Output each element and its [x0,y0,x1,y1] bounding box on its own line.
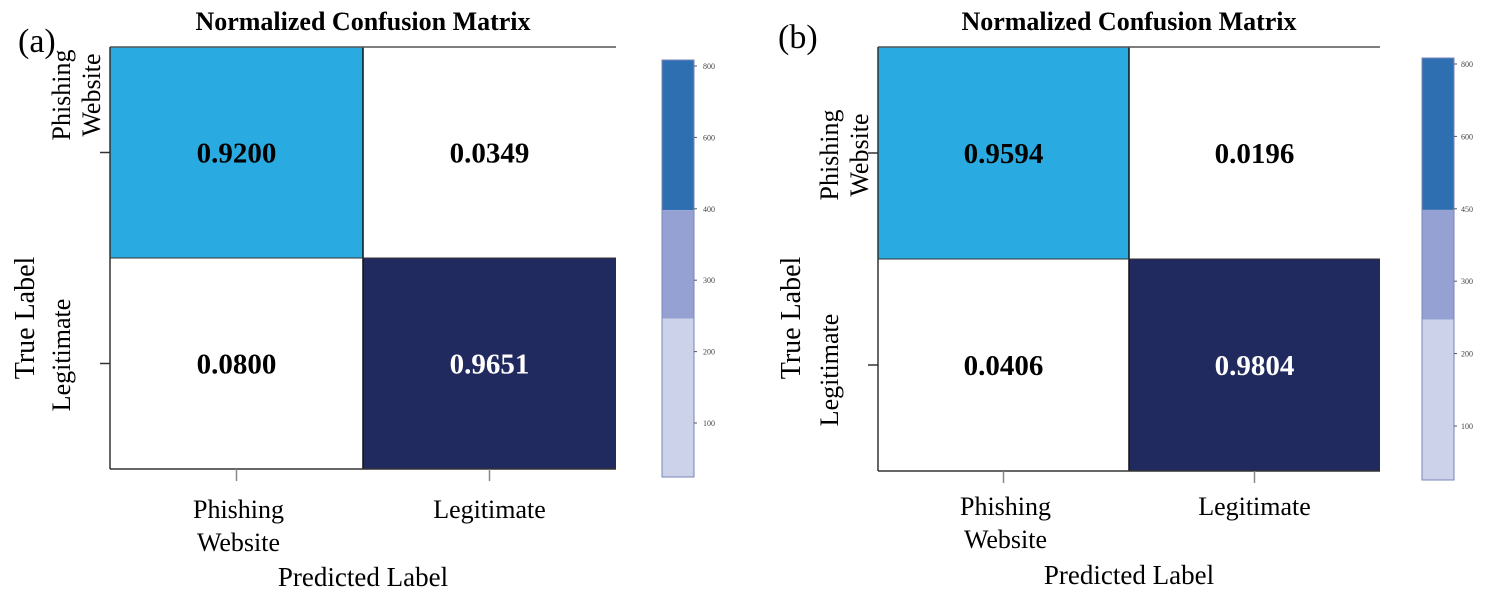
y-tick-label: PhishingWebsite [47,49,106,140]
colorbar-tick-label: 200 [1461,350,1473,359]
chart-title: Normalized Confusion Matrix [961,7,1296,36]
x-tick-label: Phishing Website [960,492,1051,554]
cell-value-label: 0.0800 [197,349,277,381]
matrix-cell-r1-c1 [1129,259,1380,471]
x-axis-label: Predicted Label [1044,560,1214,590]
colorbar-tick-label: 800 [703,62,715,71]
y-tick-label-line: Legitimate [815,314,844,427]
y-tick-label: Legitimate [47,299,76,412]
y-tick-label-line: Phishing [815,109,844,200]
colorbar-tick-label: 400 [703,205,715,214]
matrix-cell-r0-c1 [363,47,616,258]
x-tick-label-line: Phishing [960,492,1051,521]
y-axis-label: True Label [10,256,41,379]
y-tick-label: PhishingWebsite [815,109,874,200]
cell-value-label: 0.0196 [1215,138,1295,170]
matrix-cell-r0-c0 [878,47,1129,259]
colorbar-segment [1422,209,1454,320]
matrix-cell-r0-c0 [110,47,363,258]
colorbar-tick-label: 300 [703,276,715,285]
colorbar-tick-label: 100 [1461,422,1473,431]
y-tick-label: Legitimate [815,314,844,427]
x-tick-label: Phishing Website [193,495,284,557]
y-tick-label-line: Website [77,53,106,136]
confusion-matrix-panel-a: (a) Normalized Confusion Matrix 0.9200 0.03… [10,7,715,592]
panel-label: (a) [18,23,56,60]
colorbar-tick-label: 800 [1461,60,1473,69]
colorbar-segment [662,318,694,477]
x-tick-label: Legitimate [433,495,546,524]
colorbar-tick-label: 300 [1461,277,1473,286]
matrix-cell-r1-c0 [110,258,363,469]
chart-title: Normalized Confusion Matrix [195,7,530,36]
colorbar-segment [662,210,694,319]
cell-value-label: 0.0349 [450,138,530,170]
matrix-cell-r0-c1 [1129,47,1380,259]
x-tick-label-line: Website [964,525,1047,554]
colorbar-tick-label: 100 [703,419,715,428]
colorbar-tick-label: 600 [1461,132,1473,141]
y-tick-label-line: Legitimate [47,299,76,412]
y-tick-label-line: Website [845,113,874,196]
cell-value-label: 0.9651 [450,349,530,381]
colorbar-tick-label: 600 [703,133,715,142]
matrix-cell-r1-c0 [878,259,1129,471]
colorbar-tick-label: 200 [703,348,715,357]
y-axis-label: True Label [776,256,807,379]
colorbar-tick-label: 450 [1461,205,1473,214]
x-axis-label: Predicted Label [278,562,448,592]
colorbar-segment [1422,58,1454,210]
colorbar-segment [1422,319,1454,480]
colorbar-segment [662,60,694,211]
x-tick-label-line: Phishing [193,495,284,524]
cell-value-label: 0.9804 [1215,350,1295,382]
panel-label: (b) [778,19,818,56]
matrix-cell-r1-c1 [363,258,616,469]
y-tick-label-line: Phishing [47,49,76,140]
cell-value-label: 0.0406 [964,350,1044,382]
x-tick-label-line: Legitimate [1198,492,1311,521]
confusion-matrix-panel-b: (b) Normalized Confusion Matrix 0.9594 0.01… [776,7,1473,590]
colorbar-frame [1421,57,1455,481]
cell-value-label: 0.9200 [197,138,277,170]
x-tick-label-line: Legitimate [433,495,546,524]
x-tick-label-line: Website [197,528,280,557]
cell-value-label: 0.9594 [964,138,1044,170]
colorbar-frame [661,59,695,478]
x-tick-label: Legitimate [1198,492,1311,521]
